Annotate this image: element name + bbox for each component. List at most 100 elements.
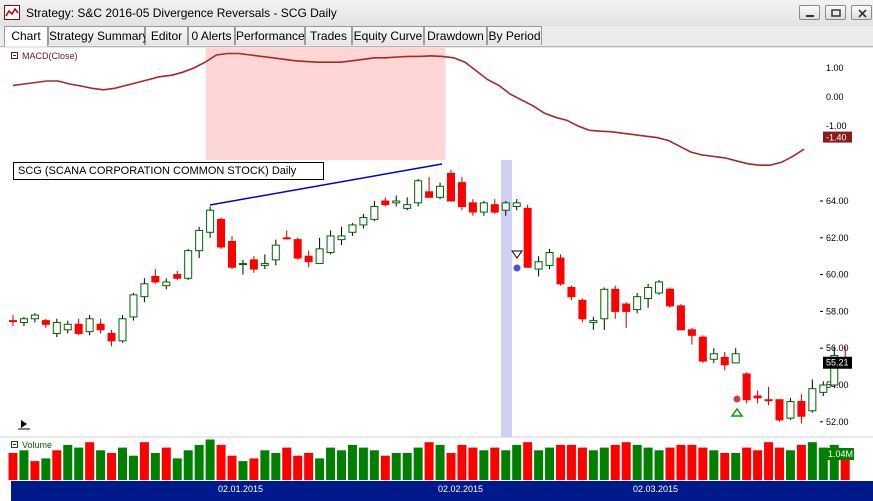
candle-body (118, 318, 127, 342)
price-y-tick: 58.00 (826, 306, 849, 316)
tab-drawdown[interactable]: Drawdown (424, 26, 487, 45)
candle-body (129, 294, 138, 318)
candle-body (249, 259, 258, 270)
date-tick: 02.03.2015 (633, 484, 679, 494)
volume-bar (424, 442, 434, 480)
volume-bar (709, 450, 719, 480)
volume-bar (271, 453, 281, 480)
restore-button[interactable] (825, 5, 846, 20)
candle-body (523, 207, 532, 268)
volume-bar (435, 444, 445, 480)
minimize-button[interactable] (799, 5, 820, 20)
price-y-tick: 52.00 (826, 417, 849, 427)
candle-body (436, 185, 445, 198)
tab-performance[interactable]: Performance (235, 26, 305, 45)
candle-body (709, 353, 718, 360)
volume-bar (807, 442, 817, 480)
volume-bar (490, 447, 500, 480)
candle-body (326, 235, 335, 254)
volume-bar (183, 450, 193, 480)
candle-body (41, 320, 50, 325)
volume-bar (413, 447, 423, 480)
strategy-chart-icon (4, 5, 20, 20)
candle-body (786, 401, 795, 419)
tab-editor[interactable]: Editor (145, 26, 188, 45)
candle-body (775, 399, 784, 421)
volume-bar (172, 458, 182, 480)
candle-body (184, 250, 193, 279)
volume-pane-label[interactable]: Volume (11, 440, 52, 450)
candle-body (359, 217, 368, 226)
tab-alerts[interactable]: 0 Alerts (188, 26, 235, 45)
candle-body (348, 224, 357, 233)
candle-body (162, 281, 171, 287)
candle-body (545, 252, 554, 266)
tab-chart[interactable]: Chart (4, 26, 48, 47)
macd-pane-label[interactable]: MACD(Close) (11, 51, 78, 61)
volume-bar (621, 442, 631, 480)
tab-by-period[interactable]: By Period (487, 26, 542, 45)
candle-body (611, 288, 620, 312)
price-y-tick: 60.00 (826, 270, 849, 280)
tab-equity-curve[interactable]: Equity Curve (352, 26, 424, 45)
window-titlebar: Strategy: S&C 2016-05 Divergence Reversa… (0, 0, 873, 27)
volume-bar (118, 447, 127, 480)
price-trendline (209, 163, 443, 206)
candle-body (271, 244, 280, 261)
last-volume-badge (826, 448, 854, 460)
candle-body (655, 281, 664, 294)
macd-pane: 1.00 0.00 -1.00 -1.40 (0, 46, 873, 166)
volume-bar (74, 447, 84, 480)
tab-trades[interactable]: Trades (305, 26, 352, 45)
collapse-icon[interactable] (11, 441, 18, 448)
candle-body (206, 209, 215, 233)
candle-body (567, 286, 576, 298)
volume-bar (238, 461, 248, 480)
candle-body (468, 202, 477, 213)
collapse-icon[interactable] (11, 52, 18, 59)
volume-bar (698, 447, 708, 480)
candle-body (403, 204, 412, 209)
volume-bar (139, 442, 149, 480)
candle-body (731, 353, 740, 364)
candle-body (315, 248, 324, 265)
volume-bar (227, 455, 237, 480)
volume-bar (205, 439, 215, 480)
entry-dot (733, 395, 741, 403)
last-volume-value: 1.04M (828, 449, 853, 459)
candle-body (9, 320, 17, 323)
candle-body (195, 229, 204, 252)
candle-body (720, 356, 729, 366)
volume-bar (632, 444, 642, 480)
candle-body (85, 318, 94, 333)
volume-bar (829, 444, 839, 480)
volume-bar (358, 447, 368, 480)
volume-bar (402, 453, 412, 480)
volume-bar (796, 444, 806, 480)
close-button[interactable] (851, 5, 872, 20)
volume-bar (150, 453, 160, 480)
volume-bar (479, 450, 489, 480)
volume-bar (534, 450, 544, 480)
candle-body (425, 191, 434, 198)
date-tick: 02.01.2015 (218, 484, 264, 494)
volume-bar (501, 450, 511, 480)
volume-bar (512, 444, 522, 480)
volume-bar (457, 444, 467, 480)
volume-bar (128, 455, 138, 480)
macd-last-value: -1.40 (826, 133, 847, 143)
volume-bar (30, 461, 40, 480)
divergence-highlight (205, 47, 446, 160)
volume-bar (19, 450, 29, 480)
candle-body (337, 235, 346, 241)
volume-bar (753, 450, 763, 480)
play-icon[interactable] (16, 418, 32, 430)
tab-strategy-summary[interactable]: Strategy Summary (48, 26, 148, 45)
volume-bar (337, 450, 346, 480)
date-axis: 02.01.2015 02.02.2015 02.03.2015 (11, 481, 873, 501)
macd-last-badge (823, 131, 852, 143)
candle-body (490, 204, 499, 213)
volume-bar (304, 453, 314, 480)
